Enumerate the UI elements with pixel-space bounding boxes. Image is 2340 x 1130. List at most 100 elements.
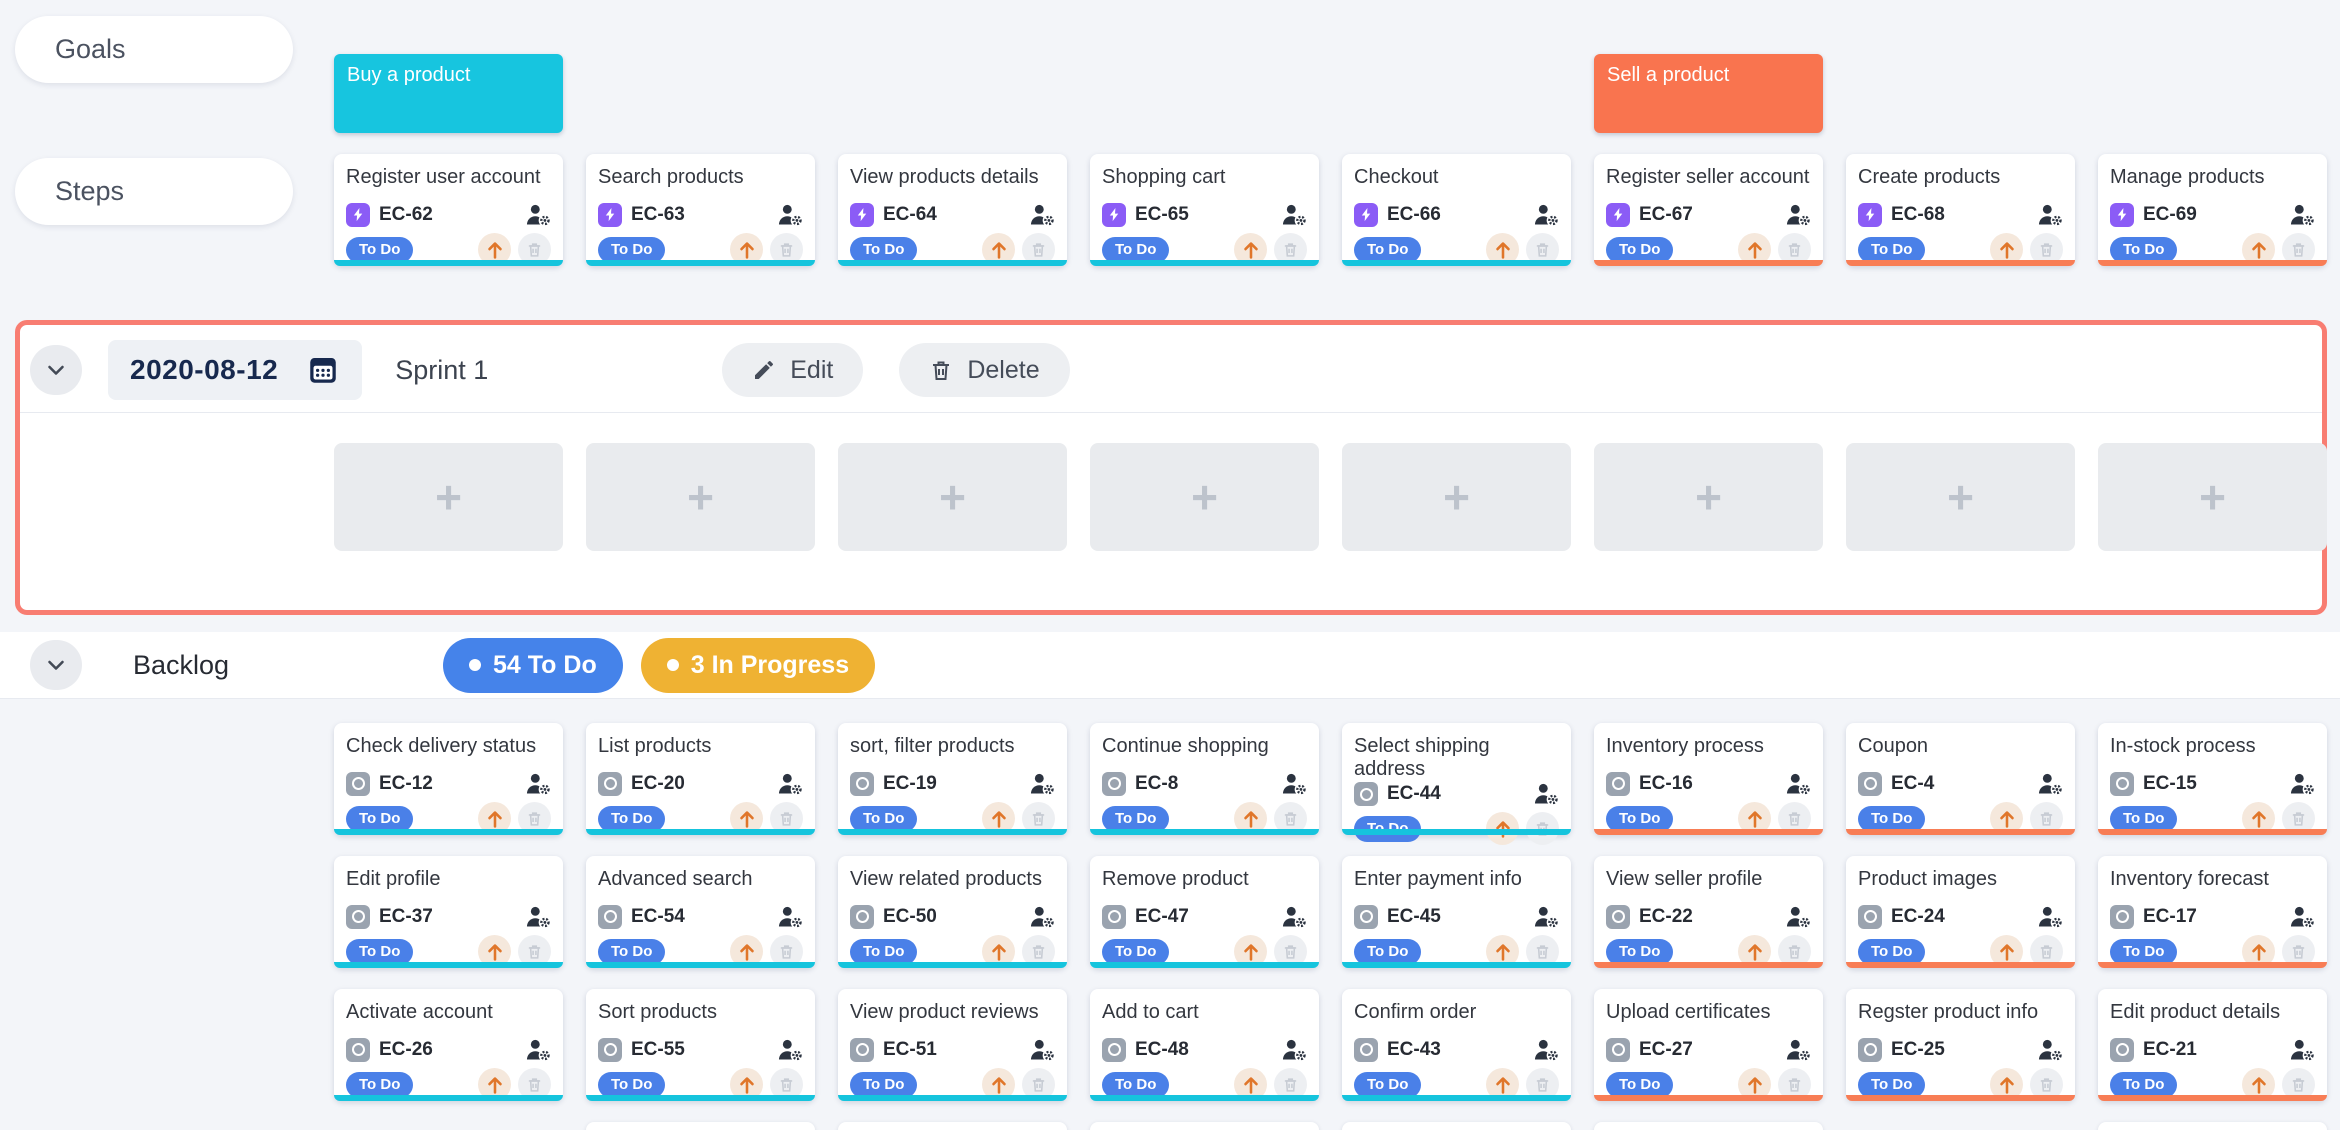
story-card[interactable]: Remove product EC-47 To Do xyxy=(1090,856,1319,968)
assignee-icon[interactable] xyxy=(1533,202,1559,228)
assignee-icon[interactable] xyxy=(1785,771,1811,797)
story-card[interactable]: Inventory process EC-16 To Do xyxy=(1594,723,1823,835)
status-badge[interactable]: To Do xyxy=(1606,236,1674,263)
status-badge[interactable]: To Do xyxy=(2110,938,2178,965)
assignee-icon[interactable] xyxy=(777,904,803,930)
add-card-placeholder[interactable]: + xyxy=(334,443,563,551)
status-badge[interactable]: To Do xyxy=(2110,236,2178,263)
add-card-placeholder[interactable]: + xyxy=(838,443,1067,551)
story-card[interactable]: Regster product info EC-25 To Do xyxy=(1846,989,2075,1101)
status-badge[interactable]: To Do xyxy=(850,938,918,965)
status-badge[interactable]: To Do xyxy=(1606,805,1674,832)
assignee-icon[interactable] xyxy=(777,1037,803,1063)
assignee-icon[interactable] xyxy=(2037,202,2063,228)
assignee-icon[interactable] xyxy=(525,1037,551,1063)
status-badge[interactable]: To Do xyxy=(1102,236,1170,263)
assignee-icon[interactable] xyxy=(1533,904,1559,930)
assignee-icon[interactable] xyxy=(2289,202,2315,228)
assignee-icon[interactable] xyxy=(1029,904,1055,930)
assignee-icon[interactable] xyxy=(1281,202,1307,228)
assignee-icon[interactable] xyxy=(1281,771,1307,797)
story-card[interactable]: Enter payment info EC-45 To Do xyxy=(1342,856,1571,968)
calendar-icon[interactable] xyxy=(306,353,340,387)
story-card[interactable]: Check delivery status EC-12 To Do xyxy=(334,723,563,835)
story-card[interactable]: Upload certificates EC-27 To Do xyxy=(1594,989,1823,1101)
status-badge[interactable]: To Do xyxy=(2110,805,2178,832)
add-card-placeholder[interactable]: + xyxy=(2098,443,2327,551)
story-card[interactable]: Select shipping address EC-44 To Do xyxy=(1342,723,1571,845)
assignee-icon[interactable] xyxy=(1029,202,1055,228)
status-badge[interactable]: To Do xyxy=(1102,938,1170,965)
assignee-icon[interactable] xyxy=(1029,771,1055,797)
sprint-edit-button[interactable]: Edit xyxy=(722,343,864,397)
assignee-icon[interactable] xyxy=(2037,1037,2063,1063)
status-badge[interactable]: To Do xyxy=(1102,1071,1170,1098)
status-badge[interactable]: To Do xyxy=(850,236,918,263)
assignee-icon[interactable] xyxy=(1785,904,1811,930)
story-card[interactable]: In-stock process EC-15 To Do xyxy=(2098,723,2327,835)
status-badge[interactable]: To Do xyxy=(850,1071,918,1098)
status-badge[interactable]: To Do xyxy=(1354,236,1422,263)
step-card[interactable]: Manage products EC-69 To Do xyxy=(2098,154,2327,266)
story-card[interactable]: View product reviews EC-51 To Do xyxy=(838,989,1067,1101)
status-badge[interactable]: To Do xyxy=(598,938,666,965)
status-badge[interactable]: To Do xyxy=(346,236,414,263)
add-card-placeholder[interactable]: + xyxy=(1594,443,1823,551)
status-badge[interactable]: To Do xyxy=(598,805,666,832)
add-card-placeholder[interactable]: + xyxy=(1090,443,1319,551)
status-badge[interactable]: To Do xyxy=(1354,1071,1422,1098)
assignee-icon[interactable] xyxy=(525,904,551,930)
assignee-icon[interactable] xyxy=(2037,771,2063,797)
status-badge[interactable]: To Do xyxy=(1606,938,1674,965)
assignee-icon[interactable] xyxy=(2289,904,2315,930)
assignee-icon[interactable] xyxy=(525,771,551,797)
story-card-partial[interactable] xyxy=(1594,1122,1823,1130)
status-badge[interactable]: To Do xyxy=(1102,805,1170,832)
assignee-icon[interactable] xyxy=(1533,1037,1559,1063)
story-card-partial[interactable] xyxy=(2098,1122,2327,1130)
story-card[interactable]: Confirm order EC-43 To Do xyxy=(1342,989,1571,1101)
story-card[interactable]: Edit product details EC-21 To Do xyxy=(2098,989,2327,1101)
status-badge[interactable]: To Do xyxy=(1858,1071,1926,1098)
assignee-icon[interactable] xyxy=(1029,1037,1055,1063)
step-card[interactable]: Checkout EC-66 To Do xyxy=(1342,154,1571,266)
story-card[interactable]: List products EC-20 To Do xyxy=(586,723,815,835)
assignee-icon[interactable] xyxy=(2289,771,2315,797)
step-card[interactable]: Register user account EC-62 To Do xyxy=(334,154,563,266)
sprint-date-field[interactable]: 2020-08-12 xyxy=(108,340,363,400)
status-badge[interactable]: To Do xyxy=(1858,236,1926,263)
step-card[interactable]: Register seller account EC-67 To Do xyxy=(1594,154,1823,266)
story-card-partial[interactable] xyxy=(586,1122,815,1130)
status-badge[interactable]: To Do xyxy=(850,805,918,832)
status-badge[interactable]: To Do xyxy=(1606,1071,1674,1098)
backlog-collapse-button[interactable] xyxy=(30,640,82,690)
story-card[interactable]: Coupon EC-4 To Do xyxy=(1846,723,2075,835)
delete-card-button[interactable] xyxy=(1526,812,1559,845)
assignee-icon[interactable] xyxy=(1785,202,1811,228)
add-card-placeholder[interactable]: + xyxy=(1342,443,1571,551)
status-badge[interactable]: To Do xyxy=(2110,1071,2178,1098)
story-card[interactable]: Inventory forecast EC-17 To Do xyxy=(2098,856,2327,968)
story-card-partial[interactable] xyxy=(1090,1122,1319,1130)
status-badge[interactable]: To Do xyxy=(346,938,414,965)
story-card[interactable]: Edit profile EC-37 To Do xyxy=(334,856,563,968)
story-card-partial[interactable] xyxy=(838,1122,1067,1130)
assignee-icon[interactable] xyxy=(777,771,803,797)
story-card[interactable]: Continue shopping EC-8 To Do xyxy=(1090,723,1319,835)
step-card[interactable]: Search products EC-63 To Do xyxy=(586,154,815,266)
status-badge[interactable]: To Do xyxy=(598,1071,666,1098)
goal-card[interactable]: Buy a product xyxy=(334,54,563,133)
status-badge[interactable]: To Do xyxy=(598,236,666,263)
story-card[interactable]: Sort products EC-55 To Do xyxy=(586,989,815,1101)
story-card[interactable]: sort, filter products EC-19 To Do xyxy=(838,723,1067,835)
status-badge[interactable]: To Do xyxy=(346,805,414,832)
step-card[interactable]: Create products EC-68 To Do xyxy=(1846,154,2075,266)
sprint-collapse-button[interactable] xyxy=(30,345,82,395)
assignee-icon[interactable] xyxy=(1281,904,1307,930)
assignee-icon[interactable] xyxy=(2289,1037,2315,1063)
assignee-icon[interactable] xyxy=(1533,781,1559,807)
story-card[interactable]: Add to cart EC-48 To Do xyxy=(1090,989,1319,1101)
assignee-icon[interactable] xyxy=(525,202,551,228)
story-card[interactable]: Advanced search EC-54 To Do xyxy=(586,856,815,968)
status-badge[interactable]: To Do xyxy=(1858,805,1926,832)
